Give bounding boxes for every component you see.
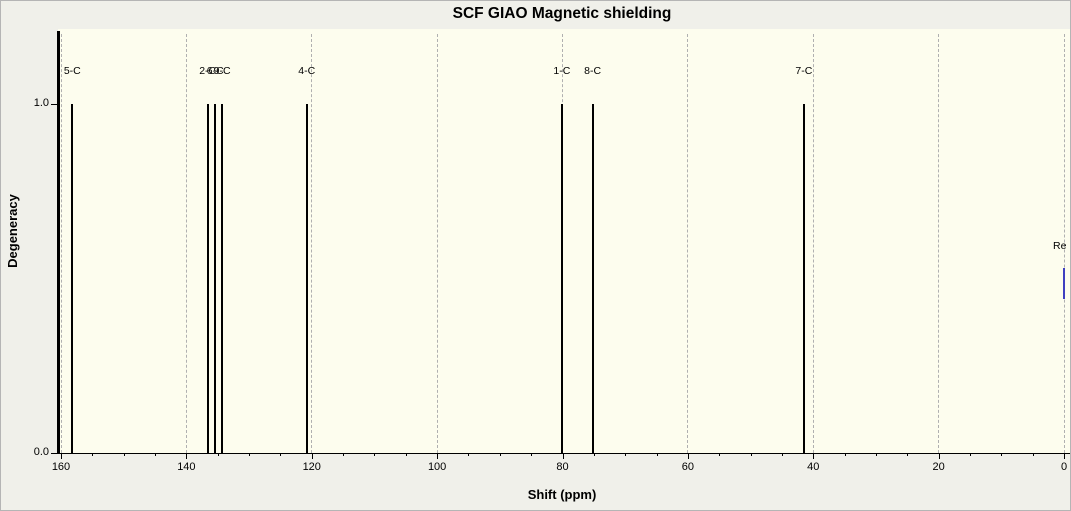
x-minor-tick-mark — [499, 453, 501, 456]
x-tick-mark — [813, 453, 815, 459]
y-tick-label: 1.0 — [33, 97, 49, 109]
x-gridline — [311, 34, 313, 453]
x-minor-tick-mark — [719, 453, 721, 456]
x-gridline — [812, 34, 814, 453]
x-tick-label: 60 — [681, 461, 694, 473]
x-tick-mark — [1064, 453, 1065, 459]
x-tick-label: 20 — [932, 461, 945, 473]
x-tick-mark — [186, 453, 188, 459]
peak-label: 2-C — [199, 65, 217, 77]
x-tick-label: 120 — [302, 461, 321, 473]
peak-label: 6-C — [206, 65, 224, 77]
peak-label: 5-C — [63, 65, 81, 77]
x-minor-tick-mark — [625, 453, 627, 456]
x-minor-tick-mark — [92, 453, 94, 456]
peak-line — [206, 104, 209, 453]
peak-line — [591, 104, 594, 453]
x-minor-tick-mark — [844, 453, 846, 456]
x-tick-mark — [437, 453, 439, 459]
x-tick-label: 80 — [556, 461, 569, 473]
x-axis-line — [57, 453, 1070, 454]
x-tick-label: 40 — [807, 461, 820, 473]
x-minor-tick-mark — [374, 453, 376, 456]
x-gridline — [938, 34, 940, 453]
x-minor-tick-mark — [280, 453, 282, 456]
peak-line — [221, 104, 224, 453]
peak-line — [214, 104, 217, 453]
x-minor-tick-mark — [781, 453, 783, 456]
y-tick-mark — [51, 104, 58, 105]
x-minor-tick-mark — [907, 453, 909, 456]
x-minor-tick-mark — [531, 453, 533, 456]
x-tick-label: 100 — [427, 461, 447, 473]
x-gridline — [687, 34, 689, 453]
x-axis-title: Shift (ppm) — [527, 487, 597, 502]
x-gridline — [185, 34, 187, 453]
x-minor-tick-mark — [1001, 453, 1003, 456]
y-axis-line — [57, 31, 60, 453]
peak-line — [71, 104, 74, 453]
x-minor-tick-mark — [656, 453, 658, 456]
chart-title: SCF GIAO Magnetic shielding — [452, 5, 672, 22]
x-tick-mark — [311, 453, 313, 459]
x-tick-mark — [687, 453, 689, 459]
x-tick-mark — [562, 453, 564, 459]
y-tick-label: 0.0 — [33, 446, 49, 458]
x-minor-tick-mark — [123, 453, 125, 456]
x-tick-label: 160 — [51, 461, 71, 473]
x-minor-tick-mark — [750, 453, 752, 456]
x-minor-tick-mark — [875, 453, 877, 456]
x-tick-mark — [938, 453, 940, 459]
reference-label: Re — [1053, 240, 1067, 252]
peak-line — [802, 104, 805, 453]
x-minor-tick-mark — [468, 453, 470, 456]
x-tick-mark — [61, 453, 62, 459]
x-tick-label: 0 — [1060, 461, 1068, 473]
x-minor-tick-mark — [969, 453, 971, 456]
peak-label: 9-C — [213, 65, 231, 77]
reference-line — [1063, 268, 1065, 300]
peak-label: 8-C — [584, 65, 602, 77]
peak-line — [305, 104, 308, 453]
peak-label: 7-C — [795, 65, 813, 77]
x-minor-tick-mark — [249, 453, 251, 456]
x-minor-tick-mark — [593, 453, 595, 456]
x-gridline — [1063, 34, 1065, 453]
peak-line — [560, 104, 563, 453]
peak-label: 1-C — [553, 65, 571, 77]
x-tick-label: 140 — [177, 461, 196, 473]
x-gridline — [436, 34, 438, 453]
x-minor-tick-mark — [155, 453, 157, 456]
x-minor-tick-mark — [405, 453, 407, 456]
peak-label: 4-C — [298, 65, 316, 77]
y-tick-mark — [51, 453, 58, 454]
x-minor-tick-mark — [1032, 453, 1034, 456]
x-gridline — [60, 34, 62, 453]
plot-background — [58, 29, 1070, 453]
y-axis-title: Degeneracy — [5, 194, 20, 268]
x-minor-tick-mark — [343, 453, 345, 456]
x-minor-tick-mark — [217, 453, 219, 456]
